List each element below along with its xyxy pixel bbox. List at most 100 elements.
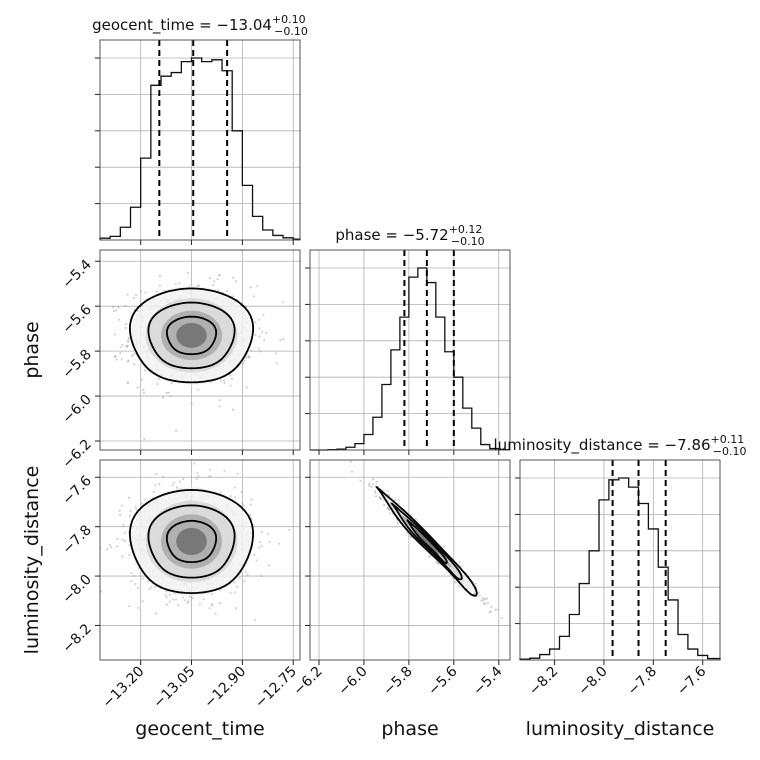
sample-point: [168, 593, 171, 597]
x-axis-label: geocent_time: [135, 718, 264, 740]
x-tick-label: −5.6: [425, 663, 460, 698]
sample-point: [174, 429, 178, 432]
sample-point: [165, 596, 168, 599]
sample-point: [247, 355, 250, 358]
sample-point: [124, 539, 127, 543]
sample-point: [454, 581, 457, 584]
scatter-points: [349, 460, 503, 620]
sample-point: [238, 577, 241, 580]
sample-point: [186, 601, 189, 605]
sample-point: [197, 284, 201, 287]
sample-point: [222, 379, 226, 382]
sample-point: [379, 498, 383, 501]
sample-point: [427, 555, 431, 558]
sample-point: [478, 594, 481, 597]
y-tick-label: −5.8: [59, 347, 94, 382]
sample-point: [126, 380, 130, 384]
sample-point: [257, 347, 260, 350]
sample-point: [113, 355, 116, 358]
sample-point: [158, 274, 162, 278]
sample-point: [187, 600, 190, 603]
sample-point: [136, 386, 139, 389]
contour-line: [147, 301, 236, 370]
y-tick-label: −8.0: [59, 572, 94, 607]
sample-point: [167, 391, 170, 394]
sample-point: [233, 581, 236, 584]
sample-point: [128, 554, 131, 557]
sample-point: [258, 546, 261, 549]
sample-point: [474, 582, 477, 585]
sample-point: [113, 333, 116, 336]
sample-point: [190, 402, 193, 405]
sample-point: [115, 545, 119, 548]
panel-frame: [99, 459, 301, 661]
sample-point: [249, 514, 252, 517]
sample-point: [196, 472, 199, 475]
sample-point: [134, 293, 138, 297]
y-tick-label: −7.6: [59, 473, 94, 508]
sample-point: [490, 605, 493, 608]
scatter-points: [95, 462, 291, 621]
sample-point: [134, 582, 137, 586]
sample-point: [129, 580, 133, 583]
sample-point: [267, 564, 271, 567]
sample-point: [172, 481, 175, 484]
sample-point: [451, 576, 454, 579]
sample-point: [112, 309, 115, 313]
sample-point: [202, 598, 205, 601]
sample-point: [209, 276, 212, 280]
sample-point: [179, 480, 182, 483]
sample-point: [165, 603, 168, 606]
sample-point: [127, 359, 130, 362]
sample-point: [259, 540, 262, 544]
x-tick-label: −7.6: [674, 663, 709, 698]
sample-point: [234, 607, 238, 610]
sample-point: [230, 377, 234, 380]
sample-point: [123, 531, 126, 534]
sample-point: [260, 531, 263, 534]
sample-point: [158, 284, 162, 287]
sample-point: [253, 618, 256, 621]
sample-point: [186, 271, 189, 274]
y-axis-label: luminosity_distance: [21, 466, 43, 655]
sample-point: [118, 509, 121, 512]
sample-point: [236, 472, 239, 475]
sample-point: [483, 601, 486, 605]
sample-point: [95, 534, 97, 536]
sample-point: [234, 591, 237, 594]
sample-point: [245, 386, 248, 389]
sample-point: [378, 496, 381, 499]
sample-point: [253, 553, 256, 556]
x-axis-label: luminosity_distance: [526, 718, 715, 740]
sample-point: [126, 340, 130, 343]
sample-point: [143, 437, 146, 441]
sample-point: [397, 502, 400, 505]
sample-point: [208, 475, 211, 478]
sample-point: [121, 344, 124, 347]
sample-point: [188, 595, 191, 598]
sample-point: [208, 607, 211, 610]
sample-point: [142, 388, 145, 391]
sample-point: [229, 591, 232, 595]
sample-point: [265, 331, 268, 335]
histogram-luminosity_distance: [519, 477, 721, 660]
contour-line: [147, 504, 236, 579]
sample-point: [387, 489, 390, 492]
sample-point: [375, 480, 379, 483]
scatter-panel-geocent_time-luminosity_distance: −13.20 −13.05 −12.90 −12.75−8.2−8.0−7.8−7.6: [59, 459, 301, 711]
sample-point: [181, 477, 185, 480]
sample-point: [148, 588, 151, 591]
sample-point: [372, 483, 375, 486]
y-tick-label: −5.6: [59, 302, 94, 337]
sample-point: [223, 381, 226, 384]
sample-point: [217, 274, 220, 277]
sample-point: [195, 477, 198, 480]
sample-point: [370, 486, 373, 489]
sample-point: [119, 513, 122, 516]
panel-title: geocent_time = −13.04+0.10 −0.10: [92, 13, 308, 38]
sample-point: [197, 475, 200, 478]
contour-line: [166, 315, 218, 356]
sample-point: [252, 295, 255, 298]
sample-point: [250, 349, 253, 352]
sample-point: [388, 512, 392, 515]
